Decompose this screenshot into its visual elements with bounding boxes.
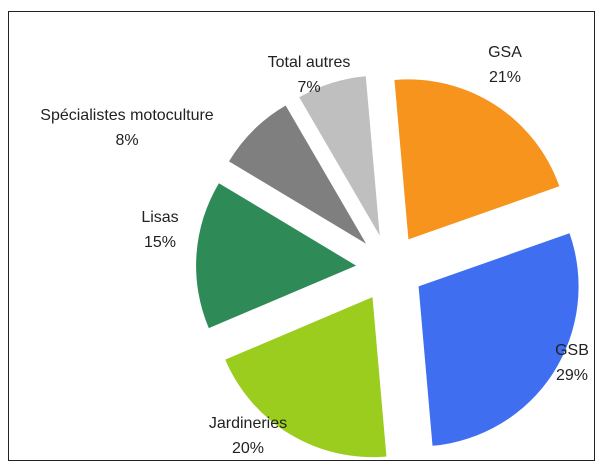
pie-labels: GSA 21% GSB 29% Jardineries 20% Lisas 15% Spécia… xyxy=(40,44,589,457)
pie-slices xyxy=(196,76,579,458)
slice-name: Lisas xyxy=(141,209,178,226)
slice-label: Spécialistes motoculture 8% xyxy=(40,107,214,149)
slice-label: Lisas 15% xyxy=(141,209,178,251)
slice-percent: 7% xyxy=(297,79,320,96)
pie-slice-sp-cialistes-motoculture xyxy=(228,105,367,244)
slice-name: Spécialistes motoculture xyxy=(40,107,214,124)
pie-slice-gsb xyxy=(418,233,579,446)
slice-percent: 29% xyxy=(556,367,588,384)
slice-label: Total autres 7% xyxy=(268,54,351,96)
pie-slice-jardineries xyxy=(225,297,387,458)
slice-label: GSB 29% xyxy=(555,342,589,384)
slice-percent: 8% xyxy=(115,132,138,149)
slice-percent: 15% xyxy=(144,234,176,251)
pie-slice-lisas xyxy=(196,183,357,329)
slice-label: GSA 21% xyxy=(488,44,522,86)
slice-percent: 21% xyxy=(489,69,521,86)
slice-name: GSA xyxy=(488,44,522,61)
slice-percent: 20% xyxy=(232,440,264,457)
pie-slice-gsa xyxy=(394,79,560,240)
slice-name: Total autres xyxy=(268,54,351,71)
pie-slice-total-autres xyxy=(299,76,380,236)
slice-name: Jardineries xyxy=(209,415,287,432)
slice-name: GSB xyxy=(555,342,589,359)
slice-label: Jardineries 20% xyxy=(209,415,287,457)
